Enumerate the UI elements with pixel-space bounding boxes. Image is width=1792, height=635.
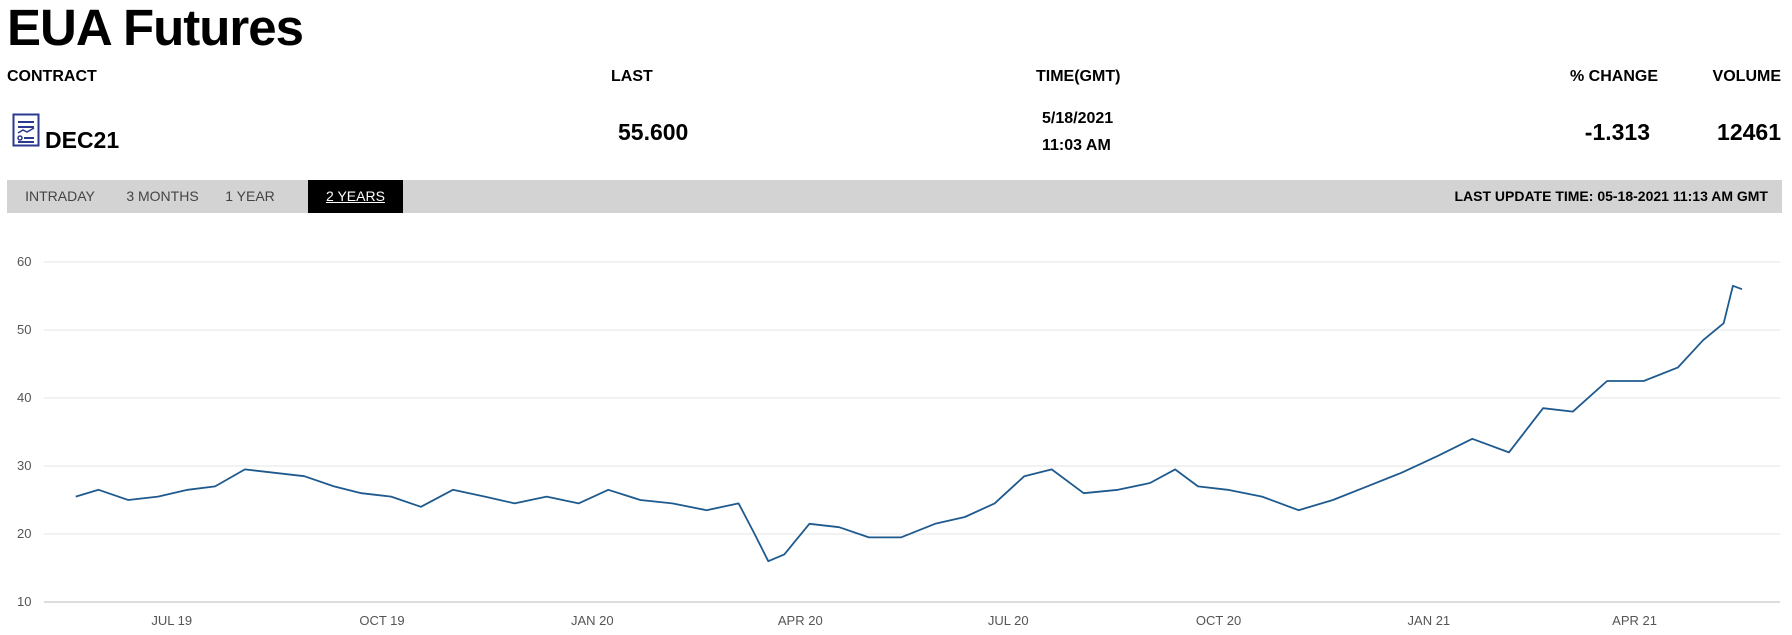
- tab-1-year[interactable]: 1 YEAR: [225, 188, 275, 204]
- price-point[interactable]: [1297, 508, 1301, 512]
- price-point[interactable]: [1116, 488, 1120, 492]
- price-point[interactable]: [1050, 467, 1054, 471]
- x-tick-label: OCT 20: [1196, 613, 1241, 628]
- x-tick-label: JUL 19: [151, 613, 192, 628]
- volume-value: 12461: [1717, 119, 1781, 145]
- price-point[interactable]: [867, 535, 871, 539]
- price-point[interactable]: [213, 484, 217, 488]
- price-point[interactable]: [1507, 450, 1511, 454]
- price-point[interactable]: [782, 552, 786, 556]
- x-tick-label: JUL 20: [988, 613, 1029, 628]
- price-point[interactable]: [451, 488, 455, 492]
- y-tick-label: 10: [17, 594, 31, 609]
- price-point[interactable]: [1470, 437, 1474, 441]
- price-point[interactable]: [753, 532, 757, 536]
- y-tick-label: 40: [17, 390, 31, 405]
- tab-intraday[interactable]: INTRADAY: [25, 188, 95, 204]
- price-point[interactable]: [638, 498, 642, 502]
- price-point[interactable]: [1226, 488, 1230, 492]
- price-line: [75, 284, 1743, 563]
- x-tick-label: JAN 21: [1408, 613, 1451, 628]
- range-tab-bar: INTRADAY 3 MONTHS 1 YEAR 2 YEARS LAST UP…: [7, 180, 1782, 213]
- price-point[interactable]: [899, 535, 903, 539]
- price-point[interactable]: [705, 508, 709, 512]
- price-point[interactable]: [1571, 410, 1575, 414]
- y-tick-label: 30: [17, 458, 31, 473]
- price-point[interactable]: [1740, 287, 1744, 291]
- price-point[interactable]: [577, 501, 581, 505]
- price-point[interactable]: [963, 515, 967, 519]
- price-point[interactable]: [1148, 481, 1152, 485]
- volume-column-header: VOLUME: [1712, 68, 1781, 85]
- x-tick-label: JAN 20: [571, 613, 614, 628]
- price-point[interactable]: [545, 495, 549, 499]
- x-tick-label: APR 20: [778, 613, 823, 628]
- price-point[interactable]: [1436, 454, 1440, 458]
- time-column-header: TIME(GMT): [1036, 68, 1121, 85]
- quote-time: 11:03 AM: [1042, 137, 1111, 154]
- price-point[interactable]: [933, 522, 937, 526]
- price-point[interactable]: [126, 498, 130, 502]
- y-tick-label: 60: [17, 254, 31, 269]
- price-point[interactable]: [1173, 467, 1177, 471]
- price-point[interactable]: [1082, 491, 1086, 495]
- price-point[interactable]: [359, 491, 363, 495]
- price-point[interactable]: [186, 488, 190, 492]
- price-point[interactable]: [243, 467, 247, 471]
- price-point[interactable]: [1022, 474, 1026, 478]
- contract-name[interactable]: DEC21: [45, 127, 120, 153]
- price-point[interactable]: [332, 484, 336, 488]
- x-tick-label: OCT 19: [359, 613, 404, 628]
- price-point[interactable]: [302, 474, 306, 478]
- document-chart-icon: [12, 113, 40, 147]
- price-point[interactable]: [389, 495, 393, 499]
- price-point[interactable]: [419, 505, 423, 509]
- price-point[interactable]: [483, 495, 487, 499]
- price-point[interactable]: [156, 495, 160, 499]
- tab-2-years[interactable]: 2 YEARS: [308, 180, 403, 213]
- price-point[interactable]: [766, 559, 770, 563]
- price-point[interactable]: [97, 488, 101, 492]
- quote-date: 5/18/2021: [1042, 110, 1114, 127]
- price-point[interactable]: [837, 525, 841, 529]
- last-column-header: LAST: [611, 68, 653, 85]
- last-update-time: LAST UPDATE TIME: 05-18-2021 11:13 AM GM…: [1454, 188, 1768, 204]
- price-point[interactable]: [670, 501, 674, 505]
- pct-change-value: -1.313: [1584, 119, 1650, 145]
- price-point[interactable]: [807, 522, 811, 526]
- price-point[interactable]: [1731, 284, 1735, 288]
- price-point[interactable]: [1676, 365, 1680, 369]
- y-tick-label: 20: [17, 526, 31, 541]
- tab-3-months[interactable]: 3 MONTHS: [126, 188, 199, 204]
- price-point[interactable]: [1701, 338, 1705, 342]
- x-tick-label: APR 21: [1612, 613, 1657, 628]
- page-title: EUA Futures: [7, 0, 304, 56]
- contract-column-header: CONTRACT: [7, 68, 97, 85]
- price-point[interactable]: [1722, 321, 1726, 325]
- price-point[interactable]: [993, 501, 997, 505]
- price-point[interactable]: [1605, 379, 1609, 383]
- price-point[interactable]: [1365, 484, 1369, 488]
- price-point[interactable]: [273, 471, 277, 475]
- y-tick-label: 50: [17, 322, 31, 337]
- price-point[interactable]: [1399, 471, 1403, 475]
- price-point[interactable]: [513, 501, 517, 505]
- price-chart: 10 20 30 40 50 60 JUL 19 OCT 19 JAN 20 APR 20 JUL …: [17, 254, 1780, 628]
- pct-change-column-header: % CHANGE: [1569, 68, 1658, 85]
- price-point[interactable]: [74, 495, 78, 499]
- last-price: 55.600: [618, 119, 689, 145]
- price-point[interactable]: [1541, 406, 1545, 410]
- price-point[interactable]: [1196, 484, 1200, 488]
- price-point[interactable]: [1642, 379, 1646, 383]
- price-point[interactable]: [1331, 498, 1335, 502]
- price-point[interactable]: [1260, 495, 1264, 499]
- price-point[interactable]: [737, 501, 741, 505]
- price-point[interactable]: [606, 488, 610, 492]
